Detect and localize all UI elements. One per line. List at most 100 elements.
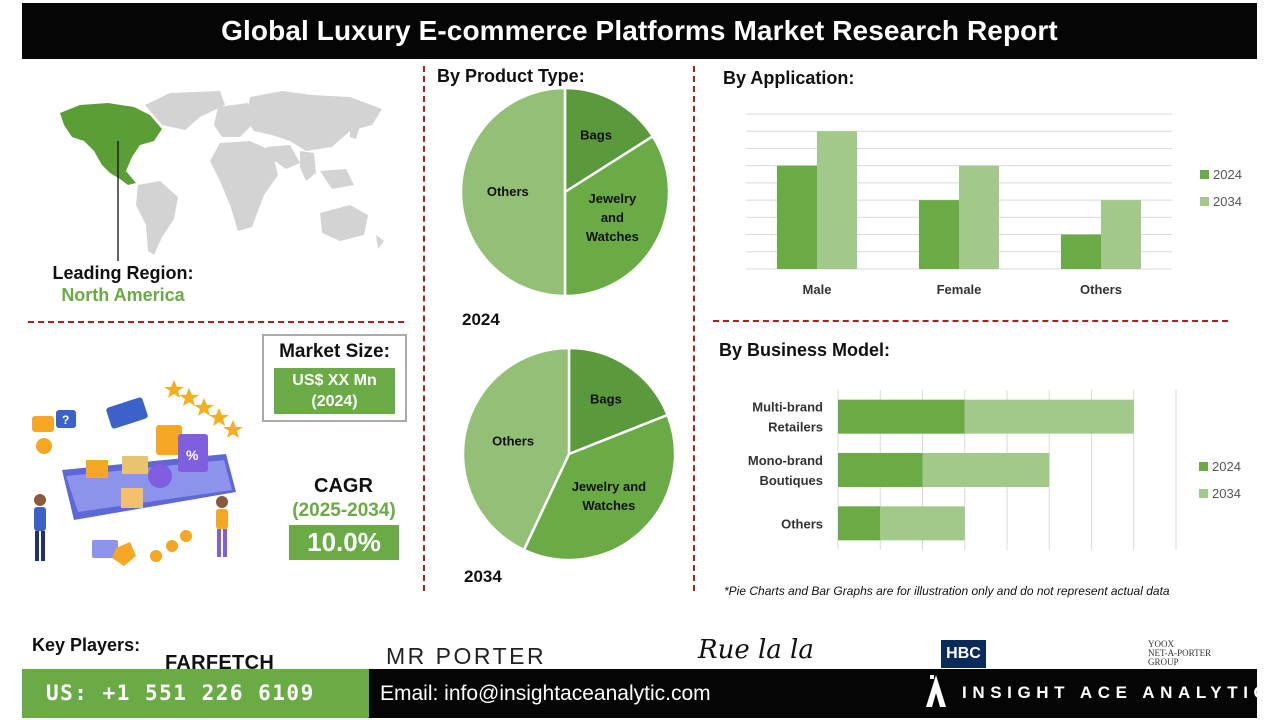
middle-east-shape bbox=[266, 145, 300, 169]
asia-shape bbox=[246, 91, 382, 151]
hbar-mono-brand-boutiques-2024 bbox=[838, 453, 923, 487]
credit-card-icon bbox=[92, 540, 118, 558]
hbc-logo: HBC bbox=[941, 640, 986, 668]
business-model-bar-chart: Multi-brand Retailers Mono-brand Boutiques O… bbox=[748, 390, 1241, 550]
africa-shape bbox=[210, 141, 278, 231]
hbar-multi-brand-retailers-2034 bbox=[964, 399, 1134, 434]
category-label: Others bbox=[1080, 282, 1122, 297]
divider-right-horizontal bbox=[713, 320, 1228, 322]
key-players-label: Key Players: bbox=[32, 635, 141, 655]
legend-label: 2034 bbox=[1213, 194, 1242, 209]
south-america-shape bbox=[136, 181, 178, 255]
north-america-shape bbox=[60, 103, 162, 185]
pie-label: Watches bbox=[586, 229, 639, 244]
product-type-title: By Product Type: bbox=[437, 66, 585, 86]
business-model-title: By Business Model: bbox=[719, 340, 891, 360]
box-icon-2 bbox=[122, 456, 148, 474]
legend-swatch-2024 bbox=[1199, 462, 1208, 471]
hbar-others-2034 bbox=[880, 506, 965, 541]
pie-label: and bbox=[601, 210, 624, 225]
europe-shape bbox=[214, 103, 252, 137]
southeast-asia-shape bbox=[320, 169, 354, 189]
star-rating-icon bbox=[164, 380, 243, 438]
cagr-label: CAGR bbox=[314, 475, 373, 497]
world-map bbox=[60, 91, 384, 261]
insight-ace-logo-icon bbox=[926, 675, 946, 707]
footer-phone: US: +1 551 226 6109 bbox=[22, 669, 369, 718]
title-bar: Global Luxury E-commerce Platforms Marke… bbox=[22, 3, 1257, 59]
farfetch-logo: FARFETCH bbox=[165, 652, 275, 674]
legend-label: 2024 bbox=[1212, 459, 1241, 474]
legend-swatch-2024 bbox=[1200, 170, 1209, 179]
footer-email: Email: info@insightaceanalytic.com bbox=[380, 682, 711, 705]
sale-tag-icon bbox=[148, 464, 172, 488]
pie-slice-jewelry-and-watches bbox=[563, 134, 671, 298]
coin-icon bbox=[150, 550, 162, 562]
legend-label: 2024 bbox=[1213, 167, 1242, 182]
yoox-logo-line1: YOOX bbox=[1148, 639, 1174, 649]
svg-text:?: ? bbox=[62, 413, 69, 427]
hbar-multi-brand-retailers-2024 bbox=[838, 399, 965, 434]
svg-text:%: % bbox=[186, 447, 199, 463]
divider-left-horizontal bbox=[28, 321, 404, 323]
india-shape bbox=[300, 151, 316, 181]
pie-year-2024: 2024 bbox=[462, 310, 500, 329]
bar-female-2034 bbox=[959, 165, 999, 269]
pie-chart-2024: Bags Jewelry and Watches Others bbox=[459, 88, 671, 298]
leading-region-value: North America bbox=[61, 285, 185, 305]
gift-box-icon bbox=[121, 488, 143, 508]
bar-male-2024 bbox=[777, 165, 817, 269]
legend-swatch-2034 bbox=[1200, 197, 1209, 206]
shopper-woman-figure bbox=[216, 496, 228, 557]
pie-label: Others bbox=[492, 434, 534, 449]
coin-icon-3 bbox=[180, 530, 192, 542]
pie-slice-jewelry-and-watches bbox=[522, 413, 677, 562]
pie-slice-others bbox=[459, 88, 567, 298]
new-zealand-shape bbox=[376, 235, 384, 249]
leading-region-label: Leading Region: bbox=[52, 263, 194, 283]
market-size-value: US$ XX Mn (2024) bbox=[274, 368, 395, 414]
shopper-man-figure bbox=[34, 494, 46, 561]
disclaimer-note: *Pie Charts and Bar Graphs are for illus… bbox=[724, 584, 1170, 598]
rue-la-la-logo: Rue la la bbox=[698, 635, 814, 665]
legend-label: 2034 bbox=[1212, 486, 1241, 501]
category-label: Mono-brand bbox=[748, 453, 823, 468]
category-label: Female bbox=[937, 282, 982, 297]
chat-bubble-icon bbox=[32, 416, 54, 432]
shopping-basket-icon bbox=[156, 425, 182, 455]
clock-icon bbox=[36, 438, 52, 454]
divider-left bbox=[423, 66, 425, 591]
japan-shape bbox=[350, 121, 360, 139]
yoox-logo-line2: NET-A-PORTER bbox=[1148, 648, 1212, 658]
pie-label: Jewelry and bbox=[572, 479, 646, 494]
market-size-label: Market Size: bbox=[279, 341, 390, 362]
pie-chart-2034: Bags Jewelry and Watches Others bbox=[461, 347, 677, 562]
report-title: Global Luxury E-commerce Platforms Marke… bbox=[221, 15, 1058, 46]
bar-others-2034 bbox=[1101, 200, 1141, 269]
cagr-value: 10.0% bbox=[289, 525, 399, 560]
yoox-net-a-porter-logo: YOOX NET-A-PORTER GROUP bbox=[1148, 640, 1243, 667]
yoox-logo-line3: GROUP bbox=[1148, 657, 1179, 667]
pie-label: Jewelry bbox=[589, 191, 637, 206]
mr-porter-logo: MR PORTER bbox=[386, 643, 547, 669]
bar-female-2024 bbox=[919, 200, 959, 269]
category-label: Boutiques bbox=[759, 473, 823, 488]
pie-slice-bags bbox=[563, 88, 655, 195]
category-label: Multi-brand bbox=[752, 400, 823, 415]
shield-icon bbox=[112, 542, 136, 566]
greenland-shape bbox=[145, 91, 225, 130]
dollar-card-icon bbox=[106, 397, 148, 429]
coin-icon-2 bbox=[166, 540, 178, 552]
pie-label: Bags bbox=[590, 392, 622, 407]
market-size-value-line1: US$ XX Mn bbox=[292, 372, 377, 389]
market-size-value-line2: (2024) bbox=[311, 393, 358, 410]
pie-label: Watches bbox=[582, 498, 635, 513]
pie-slice-bags bbox=[567, 347, 670, 456]
cagr-years: (2025-2034) bbox=[292, 500, 396, 521]
application-title: By Application: bbox=[723, 68, 855, 88]
market-size-box: Market Size: US$ XX Mn (2024) bbox=[262, 334, 407, 422]
bar-male-2034 bbox=[817, 131, 857, 269]
category-label: Retailers bbox=[768, 420, 823, 435]
divider-right bbox=[693, 66, 695, 591]
footer-brand: INSIGHT ACE ANALYTIC bbox=[962, 683, 1272, 702]
